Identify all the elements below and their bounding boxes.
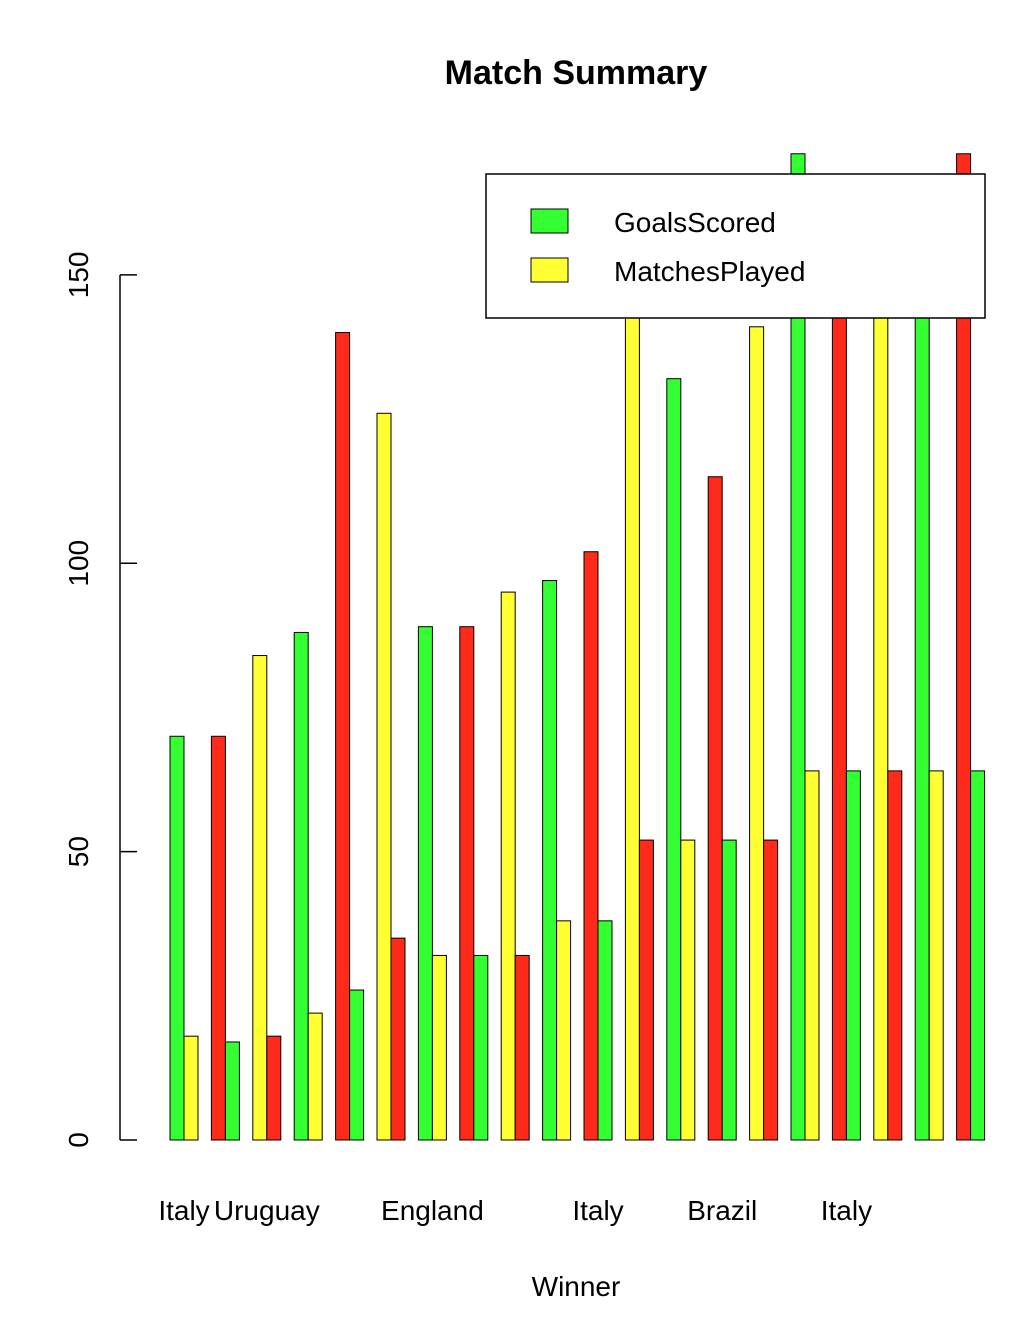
bar-group-2-bar-1	[210, 735, 226, 1141]
bar-group-20-bar-1	[956, 153, 972, 1141]
y-tick-label: 150	[63, 252, 94, 299]
x-tick-labels: Italy Uruguay England Italy Brazil Italy	[158, 1195, 872, 1226]
bar-group-16-bar-1	[790, 153, 806, 1141]
bar-group-13-bar-2	[680, 839, 696, 1141]
bar-group-9-bar-2	[514, 954, 530, 1141]
bar-group-17-bar-2	[845, 770, 861, 1141]
y-tick-label: 100	[63, 540, 94, 587]
bar-group-12-bar-1	[624, 297, 640, 1141]
bar-group-10-bar-2	[556, 920, 572, 1141]
bars-layer	[169, 153, 986, 1141]
bar-group-16-bar-2	[804, 770, 820, 1141]
x-axis-label: Winner	[532, 1271, 621, 1302]
bar-group-11-bar-1	[583, 551, 599, 1141]
x-tick-label: Italy	[158, 1195, 209, 1226]
bar-group-15-bar-1	[749, 326, 765, 1141]
bar-group-4-bar-1	[293, 631, 309, 1141]
y-axis: 0 50 100 150	[63, 252, 137, 1148]
x-tick-label: Brazil	[687, 1195, 757, 1226]
bar-group-5-bar-2	[349, 989, 365, 1141]
legend-label-goals: GoalsScored	[614, 207, 776, 238]
legend-box	[485, 173, 986, 319]
bar-group-19-bar-1	[914, 297, 930, 1141]
bar-group-14-bar-1	[707, 476, 723, 1141]
bar-group-18-bar-1	[873, 297, 889, 1141]
bar-group-8-bar-1	[459, 626, 475, 1141]
bar-group-9-bar-1	[500, 591, 516, 1141]
bar-group-11-bar-2	[597, 920, 613, 1141]
bar-group-10-bar-1	[542, 580, 558, 1141]
x-tick-label: Italy	[572, 1195, 623, 1226]
bar-group-6-bar-2	[390, 937, 406, 1141]
y-tick-label: 0	[63, 1132, 94, 1148]
bar-group-14-bar-2	[721, 839, 737, 1141]
x-tick-label: Italy	[821, 1195, 872, 1226]
x-tick-label: England	[381, 1195, 484, 1226]
bar-group-8-bar-2	[473, 954, 489, 1141]
bar-group-7-bar-1	[417, 626, 433, 1141]
bar-group-12-bar-2	[638, 839, 654, 1141]
chart-title: Match Summary	[445, 54, 708, 92]
legend-swatch-goals	[530, 208, 569, 234]
legend-swatch-matches	[530, 257, 569, 283]
bar-group-17-bar-1	[831, 297, 847, 1141]
bar-group-7-bar-2	[431, 954, 447, 1141]
bar-group-19-bar-2	[928, 770, 944, 1141]
bar-group-3-bar-2	[266, 1035, 282, 1141]
bar-group-2-bar-2	[224, 1041, 240, 1141]
bar-group-5-bar-1	[335, 332, 351, 1141]
bar-group-13-bar-1	[666, 378, 682, 1141]
bar-group-1-bar-1	[169, 735, 185, 1141]
y-tick-label: 50	[63, 836, 94, 867]
legend-label-matches: MatchesPlayed	[614, 256, 805, 287]
bar-group-6-bar-1	[376, 412, 392, 1141]
bar-group-18-bar-2	[887, 770, 903, 1141]
bar-group-1-bar-2	[183, 1035, 199, 1141]
legend: GoalsScored MatchesPlayed	[485, 173, 986, 319]
bar-group-3-bar-1	[252, 655, 268, 1141]
bar-group-20-bar-2	[970, 770, 986, 1141]
x-tick-label: Uruguay	[214, 1195, 320, 1226]
bar-group-4-bar-2	[307, 1012, 323, 1141]
bar-group-15-bar-2	[763, 839, 779, 1141]
